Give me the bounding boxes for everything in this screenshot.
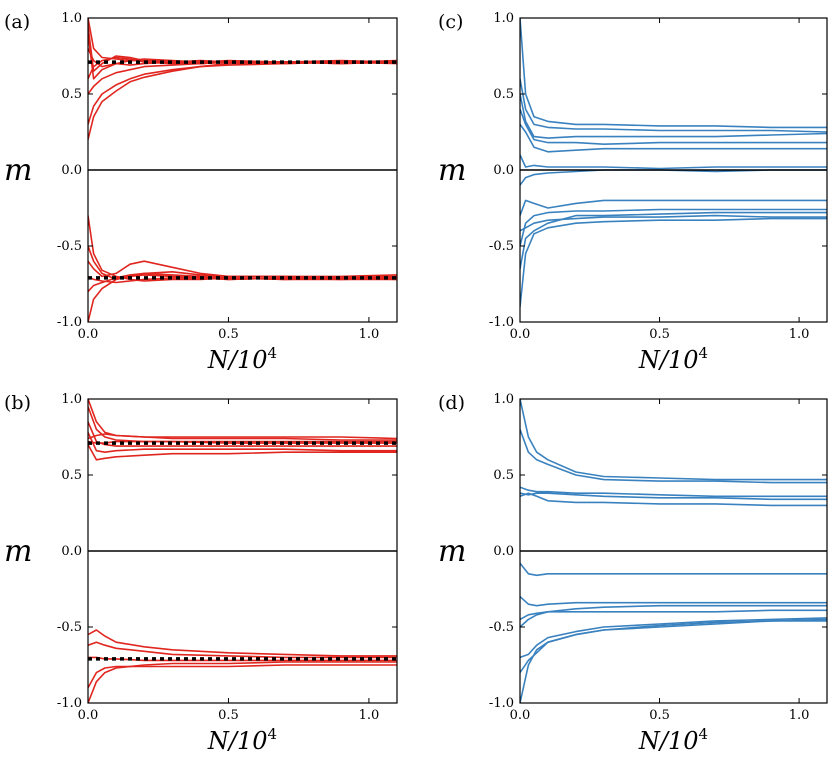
- panel-b: 1.00.50.0-0.5-1.00.0 0.5 1.0(b)mN/104: [4, 392, 398, 755]
- series-line-d11: [520, 617, 827, 659]
- x-tick-label-c-0: 0.0: [510, 327, 531, 342]
- y-tick-label-d-3: -0.5: [489, 620, 514, 635]
- series-line-d6: [520, 562, 827, 577]
- x-axis-label-exponent-c: 4: [699, 344, 709, 362]
- y-tick-label-b-3: -0.5: [57, 620, 82, 635]
- series-line-a5: [88, 61, 397, 125]
- series-line-b9: [88, 629, 397, 657]
- panel-a: 1.00.50.0-0.5-1.00.0 0.5 1.0(a)mN/104: [4, 11, 398, 374]
- y-tick-label-a-1: 0.5: [61, 87, 82, 102]
- series-line-b8: [88, 661, 397, 703]
- series-line-d7: [520, 596, 827, 607]
- series-line-a8: [88, 48, 397, 68]
- y-axis-label-d: m: [438, 534, 466, 569]
- series-line-a9: [88, 274, 397, 322]
- series-line-b4: [88, 432, 397, 454]
- panel-label-d: (d): [438, 392, 465, 414]
- x-tick-label-d-0: 0.0: [510, 708, 531, 723]
- x-axis-label-a: N/104: [207, 344, 277, 374]
- panel-label-b: (b): [4, 392, 31, 414]
- x-tick-label-b-1: 0.5: [218, 708, 239, 723]
- series-group-a: [88, 18, 397, 322]
- x-tick-label-a-2: 1.0: [359, 327, 380, 342]
- x-tick-label-a-1: 0.5: [218, 327, 239, 342]
- y-tick-label-b-0: 1.0: [61, 392, 82, 407]
- y-axis-label-a: m: [4, 153, 32, 188]
- y-tick-label-d-2: 0.0: [493, 544, 514, 559]
- series-line-a12: [88, 215, 397, 282]
- series-line-b1: [88, 399, 397, 441]
- y-axis-label-c: m: [438, 153, 466, 188]
- panel-label-c: (c): [438, 11, 463, 33]
- x-axis-label-exponent-a: 4: [268, 344, 278, 362]
- x-tick-label-c-1: 0.5: [649, 327, 670, 342]
- y-axis-label-b: m: [4, 534, 32, 569]
- y-tick-label-a-3: -0.5: [57, 239, 82, 254]
- x-tick-label-c-2: 1.0: [789, 327, 810, 342]
- series-line-d9: [520, 609, 827, 621]
- series-line-c3: [520, 93, 827, 139]
- y-tick-label-c-0: 1.0: [493, 11, 514, 26]
- series-line-c7: [520, 169, 827, 186]
- series-line-a3: [88, 33, 397, 80]
- x-axis-label-d: N/104: [638, 725, 708, 755]
- series-line-d3: [520, 486, 827, 498]
- x-tick-label-d-2: 1.0: [789, 708, 810, 723]
- x-tick-label-d-1: 0.5: [649, 708, 670, 723]
- x-axis-label-exponent-d: 4: [699, 725, 709, 743]
- x-axis-label-base-b: N/10: [207, 727, 268, 755]
- y-tick-label-c-1: 0.5: [493, 87, 514, 102]
- series-line-c6: [520, 154, 827, 170]
- series-line-c11: [520, 214, 827, 232]
- series-line-c9: [520, 208, 827, 247]
- x-tick-label-a-0: 0.0: [78, 327, 99, 342]
- series-line-c1: [520, 18, 827, 129]
- series-line-c12: [520, 217, 827, 307]
- series-line-b5: [88, 444, 397, 461]
- series-line-c10: [520, 211, 827, 269]
- series-line-a14: [88, 275, 397, 284]
- y-tick-label-d-0: 1.0: [493, 392, 514, 407]
- series-line-a6: [88, 61, 397, 140]
- series-group-c: [520, 18, 827, 307]
- series-line-d2: [520, 429, 827, 484]
- x-axis-label-b: N/104: [207, 725, 277, 755]
- x-axis-label-exponent-b: 4: [268, 725, 278, 743]
- series-line-c8: [520, 199, 827, 216]
- panel-d: 1.00.50.0-0.5-1.00.0 0.5 1.0(d)mN/104: [438, 392, 828, 755]
- y-tick-label-b-2: 0.0: [61, 544, 82, 559]
- series-line-c2: [520, 78, 827, 133]
- y-tick-label-a-4: -1.0: [57, 315, 82, 330]
- y-tick-label-c-3: -0.5: [489, 239, 514, 254]
- y-tick-label-c-2: 0.0: [493, 163, 514, 178]
- series-line-d1: [520, 399, 827, 481]
- y-tick-label-a-2: 0.0: [61, 163, 82, 178]
- series-line-b6: [88, 433, 397, 440]
- panel-c: 1.00.50.0-0.5-1.00.0 0.5 1.0(c)mN/104: [438, 11, 828, 374]
- series-line-c5: [520, 123, 827, 153]
- series-line-d5: [520, 492, 827, 507]
- y-tick-label-d-1: 0.5: [493, 468, 514, 483]
- y-tick-label-c-4: -1.0: [489, 315, 514, 330]
- x-axis-label-base-d: N/10: [638, 727, 699, 755]
- series-group-d: [520, 399, 827, 703]
- y-tick-label-a-0: 1.0: [61, 11, 82, 26]
- panel-label-a: (a): [4, 11, 30, 33]
- y-tick-label-b-4: -1.0: [57, 696, 82, 711]
- x-axis-label-base-a: N/10: [207, 346, 268, 374]
- y-tick-label-b-1: 0.5: [61, 468, 82, 483]
- series-line-a1: [88, 18, 397, 63]
- y-tick-label-d-4: -1.0: [489, 696, 514, 711]
- x-tick-label-b-2: 1.0: [359, 708, 380, 723]
- series-line-b12: [88, 664, 397, 689]
- series-line-d12: [520, 618, 827, 674]
- x-tick-label-b-0: 0.0: [78, 708, 99, 723]
- series-line-a13: [88, 270, 397, 293]
- series-line-d8: [520, 604, 827, 628]
- series-line-c4: [520, 108, 827, 145]
- x-axis-label-base-c: N/10: [638, 346, 699, 374]
- x-axis-label-c: N/104: [638, 344, 708, 374]
